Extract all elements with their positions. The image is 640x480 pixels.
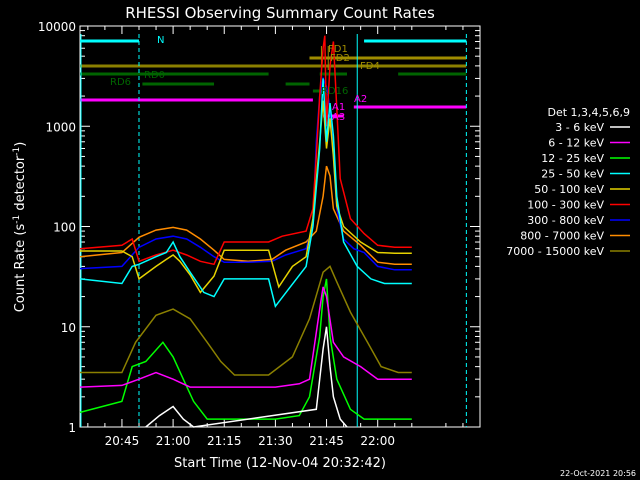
legend-entry-label: 3 - 6 keV: [555, 121, 604, 134]
y-axis-label-mid: detector: [13, 155, 28, 215]
x-tick-label: 22:00: [360, 434, 395, 448]
state-label: RD16: [321, 86, 348, 97]
series-line: [79, 165, 412, 266]
state-label: N: [157, 35, 164, 46]
state-label: A2: [354, 94, 367, 105]
x-tick-label: 21:30: [258, 434, 293, 448]
legend-entry-label: 25 - 50 keV: [541, 168, 604, 181]
y-axis-label-sup1: -1: [12, 215, 22, 224]
series-line: [80, 100, 412, 294]
state-label: A1: [332, 102, 345, 113]
y-tick-label: 1: [68, 421, 76, 435]
y-tick-label: 10: [61, 321, 76, 335]
y-axis-label-sup2: -1: [12, 147, 22, 156]
state-label: RD6: [110, 77, 131, 88]
state-label: RD0: [144, 70, 165, 81]
legend-entry-label: 50 - 100 keV: [534, 183, 604, 196]
series-line: [80, 265, 412, 376]
x-tick-label: 21:00: [156, 434, 191, 448]
x-tick-label: 21:45: [309, 434, 344, 448]
series-line: [145, 326, 348, 428]
state-label: A3: [332, 112, 345, 123]
x-tick-label: 20:45: [105, 434, 140, 448]
state-label: FD1: [328, 44, 348, 55]
x-tick-label: 21:15: [207, 434, 242, 448]
chart-title: RHESSI Observing Summary Count Rates: [125, 4, 435, 22]
legend-entry-label: 12 - 25 keV: [541, 152, 604, 165]
y-axis-label-main: Count Rate (s: [13, 224, 28, 313]
legend-entry-label: 6 - 12 keV: [548, 137, 604, 150]
y-tick-label: 1000: [45, 120, 76, 134]
y-tick-label: 10000: [38, 20, 76, 34]
legend-entry-label: 100 - 300 keV: [527, 199, 604, 212]
legend-entry-label: 300 - 800 keV: [527, 214, 604, 227]
y-axis-label-end: ): [13, 142, 28, 147]
legend-entry-label: 7000 - 15000 keV: [506, 245, 604, 258]
legend-header: Det 1,3,4,5,6,9: [547, 106, 630, 119]
x-axis-label: Start Time (12-Nov-04 20:32:42): [174, 456, 386, 471]
y-axis-label: Count Rate (s-1 detector-1): [12, 142, 28, 313]
state-label: FD2: [330, 53, 350, 64]
legend-entry-label: 800 - 7000 keV: [520, 230, 604, 243]
footer-timestamp: 22-Oct-2021 20:56: [560, 469, 636, 478]
series-line: [79, 286, 412, 388]
series-line: [79, 278, 412, 420]
state-label: FD4: [360, 61, 380, 72]
y-tick-label: 100: [53, 221, 76, 235]
series-line: [79, 78, 412, 308]
